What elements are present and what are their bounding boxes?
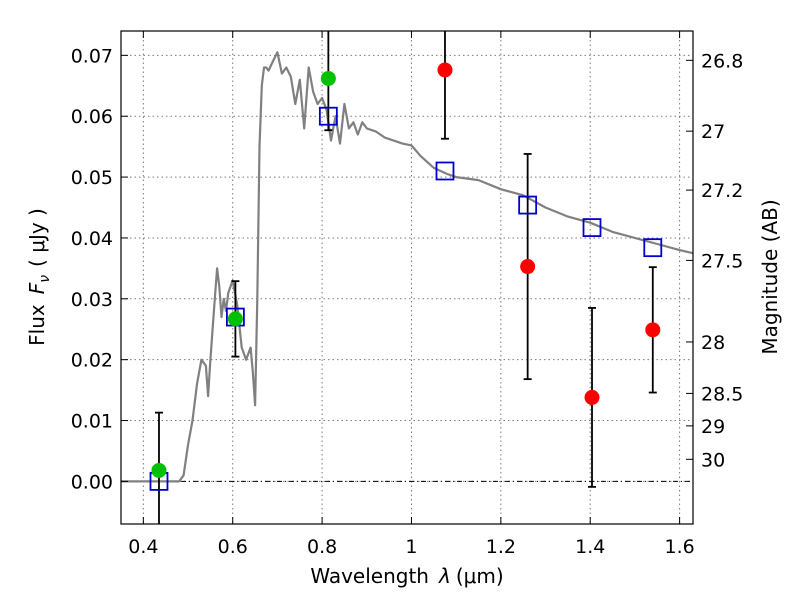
detection-point	[227, 311, 243, 327]
y-ticks: 0.00 0.01 0.02 0.03 0.04 0.05 0.06 0.07	[71, 45, 128, 493]
plot-frame	[120, 30, 694, 525]
x-tick-label: 0.4	[128, 536, 158, 558]
y-tick-label: 0.06	[71, 106, 113, 128]
x-tick-label: 1.4	[575, 536, 605, 558]
upper-limit-point	[520, 259, 536, 275]
magnitude-tick-label: 27	[701, 121, 725, 143]
magnitude-tick-label: 29	[701, 416, 725, 438]
detection-point	[320, 70, 336, 86]
y-axis-label: FluxFν( μJy )	[25, 208, 53, 346]
model-photometry-square	[435, 161, 455, 181]
upper-limit-point	[584, 389, 600, 405]
magnitude-tick-label: 28.5	[701, 383, 743, 405]
x-axis-label: Wavelength λ (μm)	[310, 564, 503, 588]
y2-axis-label: Magnitude (AB)	[758, 199, 782, 354]
model-photometry-square	[518, 195, 538, 215]
y-tick-label: 0.00	[71, 471, 113, 493]
y-tick-label: 0.01	[71, 411, 113, 433]
upper-limit-point	[437, 62, 453, 78]
y-tick-label: 0.07	[71, 45, 113, 67]
y-tick-label: 0.02	[71, 350, 113, 372]
x-tick-label: 1	[405, 536, 417, 558]
magnitude-tick-label: 26.8	[701, 50, 743, 72]
error-bars	[154, 31, 657, 524]
model-photometry-square	[582, 218, 602, 237]
detection-point	[151, 462, 167, 478]
magnitude-tick-label: 27.5	[701, 250, 743, 272]
observed-points	[151, 62, 661, 478]
x-tick-label: 0.6	[218, 536, 248, 558]
x-tick-label: 1.2	[486, 536, 516, 558]
y-tick-label: 0.03	[71, 289, 113, 311]
magnitude-tick-label: 28	[701, 332, 725, 354]
y-tick-label: 0.04	[71, 228, 113, 250]
magnitude-tick-label: 27.2	[701, 180, 743, 202]
y-tick-label: 0.05	[71, 167, 113, 189]
model-photometry-square	[643, 238, 663, 258]
model-photometry-square	[318, 106, 338, 126]
magnitude-tick-label: 30	[701, 449, 725, 471]
model-photometry-markers	[149, 106, 663, 491]
upper-limit-point	[645, 322, 661, 338]
magnitude-ticks: 26.8 27 27.2 27.5 28 28.5 29 30	[686, 50, 743, 471]
x-tick-label: 0.8	[307, 536, 337, 558]
x-ticks: 0.4 0.6 0.8 1 1.2 1.4 1.6	[128, 31, 695, 558]
grid	[121, 31, 693, 524]
x-tick-label: 1.6	[664, 536, 694, 558]
model-spectrum-line	[121, 51, 694, 483]
model-spectrum	[121, 51, 694, 483]
